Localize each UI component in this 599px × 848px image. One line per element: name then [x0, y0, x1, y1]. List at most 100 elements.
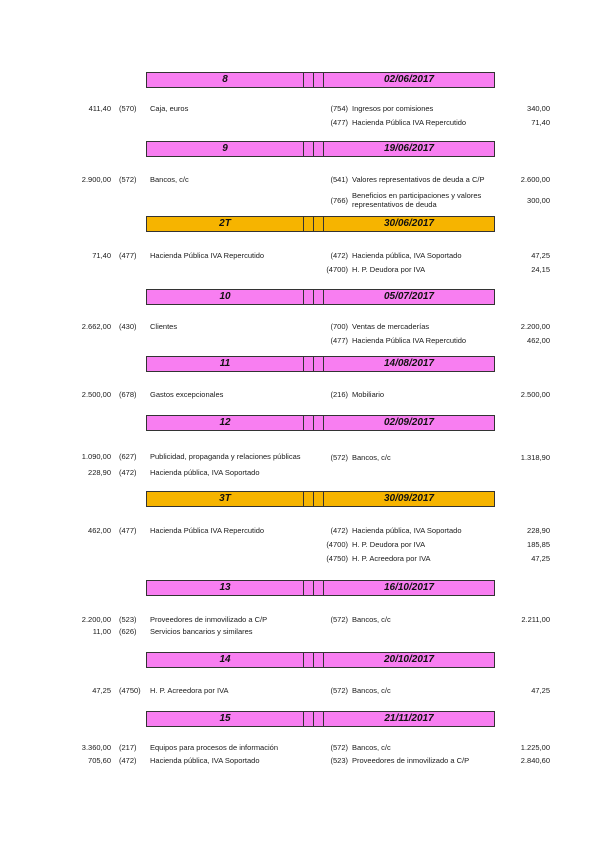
credit-amount: 300,00 — [527, 196, 550, 205]
debit-amount: 3.360,00 — [81, 743, 111, 752]
debit-amount: 411,40 — [88, 104, 111, 113]
entry-header: 2T 30/06/2017 — [146, 216, 495, 232]
credit-account-code: (700) — [330, 322, 348, 331]
entry-number: 8 — [222, 74, 228, 85]
entry-number: 11 — [219, 358, 231, 369]
entry-date: 19/06/2017 — [383, 143, 435, 154]
debit-amount: 705,60 — [88, 756, 111, 765]
credit-account-code: (754) — [330, 104, 348, 113]
credit-amount: 2.840,60 — [520, 756, 550, 765]
debit-account-code: (430) — [119, 322, 137, 331]
credit-account-name: Bancos, c/c — [352, 615, 391, 624]
header-divider — [303, 142, 304, 156]
credit-account-name: Ventas de mercaderías — [352, 322, 430, 331]
credit-amount: 47,25 — [531, 686, 550, 695]
credit-account-code: (541) — [330, 175, 348, 184]
header-divider — [313, 217, 314, 231]
header-divider — [313, 73, 314, 87]
debit-account-name: Servicios bancarios y similares — [150, 627, 253, 636]
credit-account-name: Mobiliario — [352, 390, 385, 399]
debit-account-name: Hacienda Pública IVA Repercutido — [150, 251, 265, 260]
credit-account-name: Beneficios en participaciones y valores … — [352, 191, 482, 209]
credit-account-code: (4750) — [326, 554, 348, 563]
credit-account-name: Hacienda Pública IVA Repercutido — [352, 118, 467, 127]
entry-number: 9 — [222, 143, 228, 154]
header-divider — [303, 217, 304, 231]
credit-amount: 1.318,90 — [520, 453, 550, 462]
entry-header: 3T 30/09/2017 — [146, 491, 495, 507]
credit-account-code: (572) — [330, 686, 348, 695]
entry-header: 8 02/06/2017 — [146, 72, 495, 88]
header-divider — [323, 712, 324, 726]
credit-amount: 2.500,00 — [520, 390, 550, 399]
credit-amount: 2.200,00 — [520, 322, 550, 331]
debit-account-code: (626) — [119, 627, 137, 636]
header-divider — [313, 653, 314, 667]
entry-date: 30/06/2017 — [383, 218, 435, 229]
credit-account-name: H. P. Deudora por IVA — [352, 540, 426, 549]
credit-account-code: (4700) — [326, 265, 348, 274]
header-divider — [313, 712, 314, 726]
entry-header: 14 20/10/2017 — [146, 652, 495, 668]
credit-amount: 340,00 — [527, 104, 550, 113]
debit-amount: 2.662,00 — [81, 322, 111, 331]
header-divider — [323, 581, 324, 595]
header-divider — [323, 653, 324, 667]
credit-account-name: Hacienda Pública IVA Repercutido — [352, 336, 467, 345]
entry-header: 12 02/09/2017 — [146, 415, 495, 431]
credit-account-code: (766) — [330, 196, 348, 205]
credit-account-name: Bancos, c/c — [352, 686, 391, 695]
debit-account-code: (477) — [119, 251, 137, 260]
header-divider — [303, 416, 304, 430]
entry-header: 10 05/07/2017 — [146, 289, 495, 305]
entry-number: 2T — [219, 218, 231, 229]
debit-amount: 1.090,00 — [81, 452, 111, 461]
credit-account-code: (572) — [330, 453, 348, 462]
debit-account-code: (523) — [119, 615, 137, 624]
credit-amount: 24,15 — [531, 265, 550, 274]
credit-amount: 71,40 — [531, 118, 550, 127]
debit-account-name: Hacienda Pública IVA Repercutido — [150, 526, 265, 535]
credit-account-code: (472) — [330, 251, 348, 260]
entry-header: 11 14/08/2017 — [146, 356, 495, 372]
header-divider — [313, 492, 314, 506]
debit-account-name: Caja, euros — [150, 104, 189, 113]
entry-number: 3T — [219, 493, 231, 504]
header-divider — [303, 712, 304, 726]
entry-number: 10 — [219, 291, 231, 302]
debit-amount: 11,00 — [92, 627, 111, 636]
debit-account-code: (217) — [119, 743, 137, 752]
debit-account-code: (572) — [119, 175, 137, 184]
credit-account-name: Hacienda pública, IVA Soportado — [352, 526, 462, 535]
credit-account-name: Valores representativos de deuda a C/P — [352, 175, 485, 184]
entry-header: 13 16/10/2017 — [146, 580, 495, 596]
debit-amount: 2.500,00 — [81, 390, 111, 399]
header-divider — [313, 416, 314, 430]
entry-header: 15 21/11/2017 — [146, 711, 495, 727]
entry-number: 13 — [219, 582, 231, 593]
debit-account-code: (477) — [119, 526, 137, 535]
debit-account-code: (678) — [119, 390, 137, 399]
entry-date: 30/09/2017 — [383, 493, 435, 504]
debit-amount: 2.900,00 — [81, 175, 111, 184]
header-divider — [323, 73, 324, 87]
header-divider — [313, 581, 314, 595]
entry-date: 02/06/2017 — [383, 74, 435, 85]
debit-account-name: Proveedores de inmovilizado a C/P — [150, 615, 268, 624]
credit-amount: 47,25 — [531, 554, 550, 563]
header-divider — [323, 217, 324, 231]
credit-account-name: Bancos, c/c — [352, 453, 391, 462]
header-divider — [313, 357, 314, 371]
credit-account-code: (472) — [330, 526, 348, 535]
header-divider — [323, 416, 324, 430]
debit-account-code: (472) — [119, 756, 137, 765]
entry-header: 9 19/06/2017 — [146, 141, 495, 157]
entry-number: 15 — [219, 713, 231, 724]
entry-date: 02/09/2017 — [383, 417, 435, 428]
credit-amount: 2.600,00 — [520, 175, 550, 184]
credit-account-code: (477) — [330, 118, 348, 127]
header-divider — [303, 653, 304, 667]
debit-account-code: (4750) — [119, 686, 141, 695]
header-divider — [303, 290, 304, 304]
header-divider — [323, 357, 324, 371]
